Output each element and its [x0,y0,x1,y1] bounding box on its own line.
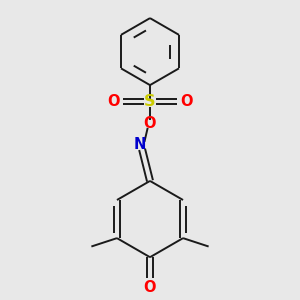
Text: N: N [134,137,146,152]
Text: O: O [181,94,193,109]
Text: O: O [144,116,156,131]
Text: O: O [107,94,119,109]
Text: O: O [144,280,156,295]
Text: S: S [144,94,156,109]
